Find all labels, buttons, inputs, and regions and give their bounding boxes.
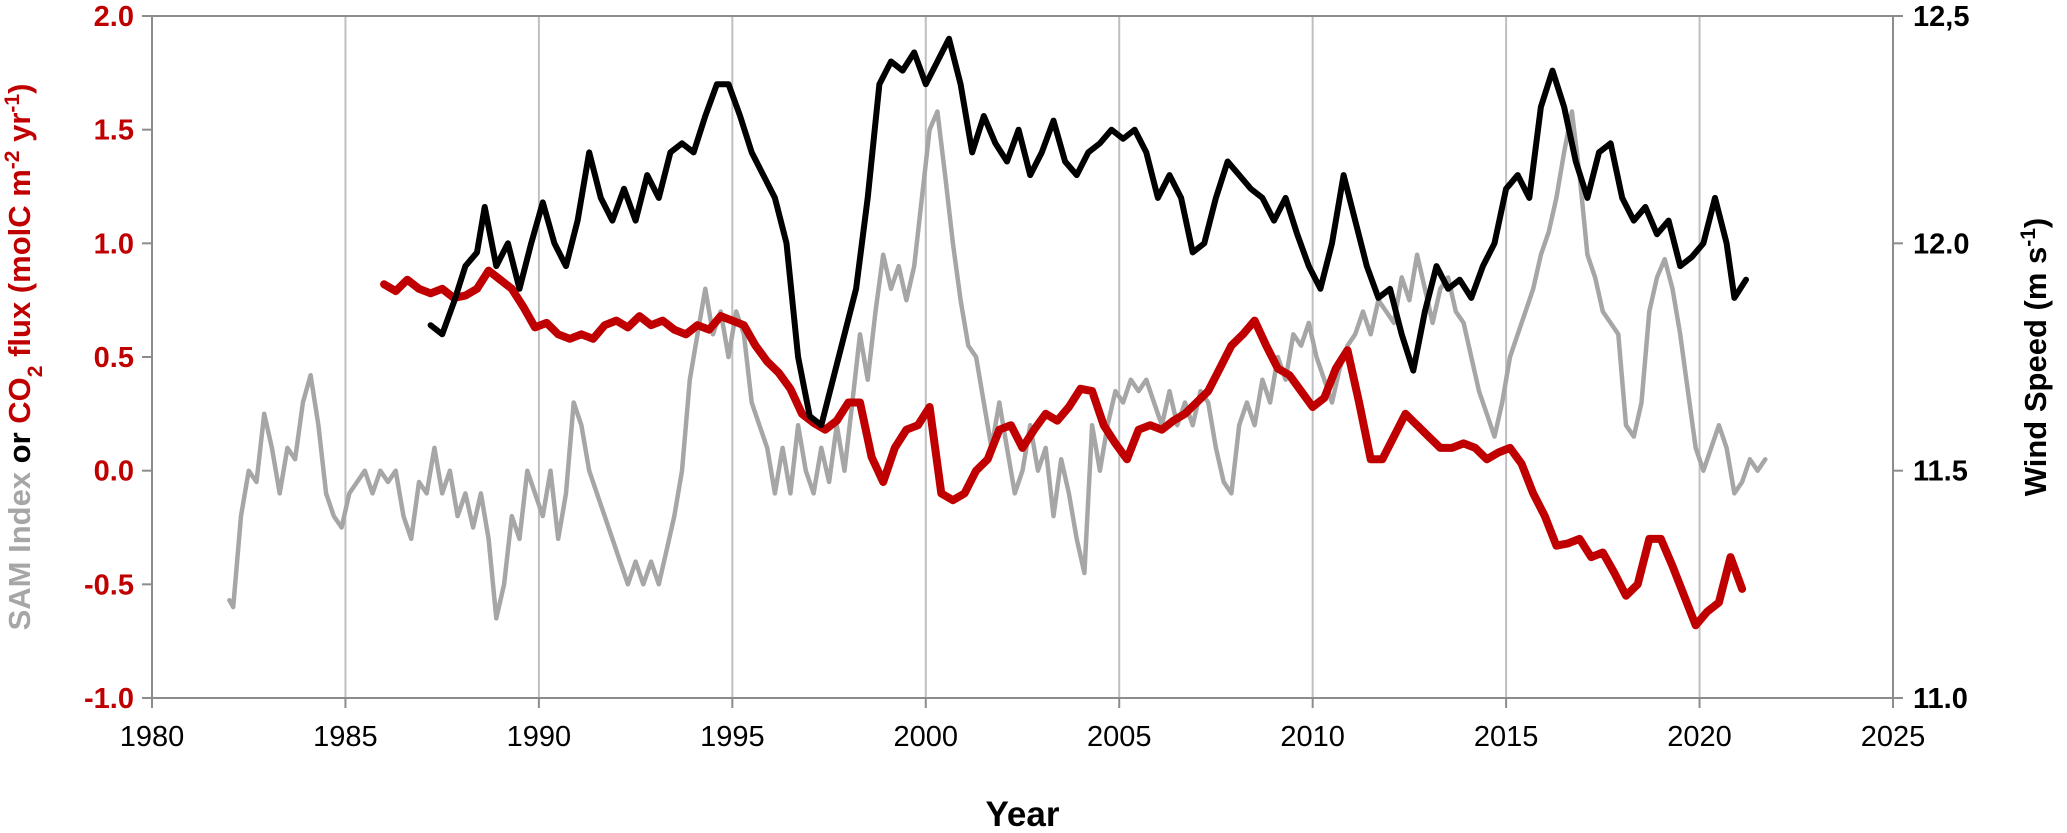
right-tick-label: 12.0 [1913, 228, 1969, 260]
plot-frame [151, 15, 1894, 699]
x-tick-label: 2010 [1280, 721, 1345, 753]
x-tick-label: 1980 [120, 721, 185, 753]
left-tick-label: -1.0 [84, 683, 134, 715]
left-tick-label: 0.0 [94, 456, 134, 488]
x-tick-label: 1995 [700, 721, 765, 753]
right-tick-label: 12,5 [1913, 1, 1969, 33]
series-sam-index-line [227, 109, 1768, 621]
right-tick-label: 11.0 [1913, 683, 1968, 715]
left-axis-label: SAM Index or CO2 flux (molC m-2 yr-1) [1, 84, 47, 631]
x-tick-label: 2025 [1861, 721, 1926, 753]
x-axis-ticks: 1980 1985 1990 1995 2000 2005 2010 2015 2020 2025 [120, 698, 1926, 753]
left-tick-label: 2.0 [94, 1, 134, 33]
x-tick-label: 2015 [1474, 721, 1539, 753]
series-lines [227, 35, 1768, 630]
x-tick-label: 1985 [313, 721, 378, 753]
right-axis-label: Wind Speed (m s-1) [2017, 218, 2054, 496]
left-tick-label: 0.5 [94, 342, 134, 374]
left-axis-ticks: -1.0 -0.5 0.0 0.5 1.0 1.5 2.0 [84, 1, 152, 715]
right-tick-label: 11.5 [1913, 456, 1968, 488]
x-tick-label: 2005 [1087, 721, 1152, 753]
left-tick-label: 1.0 [94, 228, 134, 260]
x-tick-label: 2000 [894, 721, 959, 753]
series-co2-flux-line [380, 266, 1747, 630]
x-tick-label: 2020 [1667, 721, 1732, 753]
right-axis-ticks: 11.0 11.5 12.0 12,5 [1893, 1, 1969, 715]
x-axis-label: Year [986, 795, 1060, 833]
x-tick-label: 1990 [507, 721, 572, 753]
gridlines [344, 16, 1701, 698]
series-wind-speed-line [427, 35, 1749, 429]
left-tick-label: -0.5 [84, 569, 134, 601]
left-tick-label: 1.5 [94, 115, 134, 147]
